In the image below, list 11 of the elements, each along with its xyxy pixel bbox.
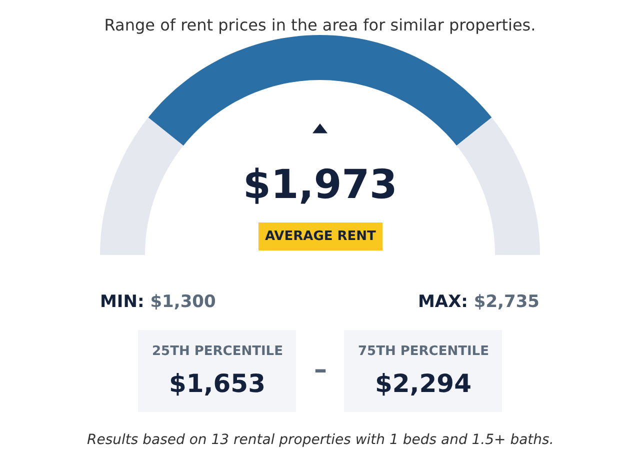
text: Results based on 13 rental properties with 1 beds and 1.5+ baths.: [87, 432, 554, 448]
text: –: [314, 355, 327, 385]
text: MIN: $1,300: [100, 292, 216, 312]
text: $1,973: [243, 162, 398, 208]
chart-title: Range of rent prices in the area for similar properties.: [104, 16, 536, 35]
text: $2,294: [375, 369, 472, 398]
text: $1,653: [169, 369, 266, 398]
text: 25TH PERCENTILE: [152, 344, 283, 359]
text: 75TH PERCENTILE: [358, 344, 489, 359]
text: MAX: $2,735: [418, 292, 540, 312]
text: AVERAGE RENT: [265, 229, 376, 244]
